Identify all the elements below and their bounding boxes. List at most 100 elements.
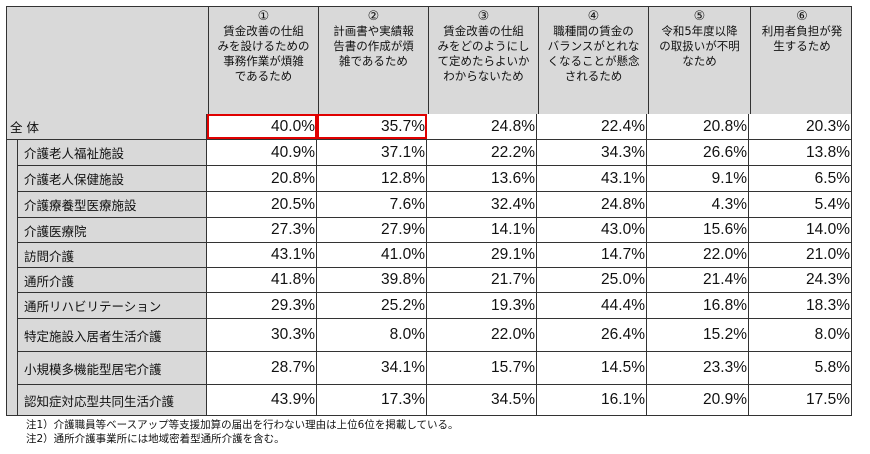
- cell-col-3: 13.6%: [427, 166, 537, 191]
- column-header-3: ③ 賃金改善の仕組 みをどのようにし て定めたらよいか わからないため: [428, 7, 538, 116]
- cell-col-2: 35.7%: [317, 114, 427, 139]
- cell-col-6: 6.5%: [749, 166, 852, 191]
- column-header-4: ④ 職種間の賃金の バランスがとれな くなることが懸念 されるため: [538, 7, 648, 116]
- cell-col-6: 20.3%: [749, 114, 852, 139]
- column-number: ③: [477, 9, 490, 24]
- cell-col-6: 24.3%: [749, 268, 852, 292]
- column-label-line: なため: [682, 54, 717, 68]
- column-label-line: 事務作業が煩雑: [223, 54, 304, 68]
- column-label-line: の取扱いが不明: [659, 39, 740, 53]
- table-row: 通所リハビリテーション 29.3% 25.2% 19.3% 44.4% 16.8% 18.3…: [6, 293, 852, 319]
- cell-col-2: 25.2%: [317, 293, 427, 318]
- cell-col-2: 27.9%: [317, 218, 427, 242]
- row-label: 介護老人福祉施設: [18, 140, 207, 165]
- cell-col-6: 13.8%: [749, 140, 852, 165]
- cell-col-4: 43.1%: [537, 166, 647, 191]
- cell-col-2: 12.8%: [317, 166, 427, 191]
- column-label-line: 計画書や実績報: [333, 24, 414, 38]
- subgroup-indent-bar: [6, 140, 18, 416]
- column-header-1: ① 賃金改善の仕組 みを設けるための 事務作業が煩雑 であるため: [208, 7, 318, 116]
- cell-col-1: 20.5%: [207, 192, 317, 217]
- column-label-line: て定めたらよいか: [437, 54, 530, 68]
- cell-col-5: 21.4%: [647, 268, 749, 292]
- cell-col-1: 41.8%: [207, 268, 317, 292]
- column-label-line: 賃金改善の仕組: [223, 24, 304, 38]
- cell-col-1: 28.7%: [207, 352, 317, 384]
- column-label-line: であるため: [234, 69, 293, 83]
- row-label: 通所リハビリテーション: [18, 293, 207, 318]
- column-label-line: バランスがとれな: [547, 39, 640, 53]
- cell-col-5: 22.0%: [647, 243, 749, 267]
- column-label-line: 告書の作成が煩: [333, 39, 414, 53]
- cell-col-2: 7.6%: [317, 192, 427, 217]
- cell-col-2: 37.1%: [317, 140, 427, 165]
- cell-col-6: 18.3%: [749, 293, 852, 318]
- cell-col-3: 32.4%: [427, 192, 537, 217]
- cell-col-1: 20.8%: [207, 166, 317, 191]
- row-label: 特定施設入居者生活介護: [18, 319, 207, 351]
- cell-col-3: 15.7%: [427, 352, 537, 384]
- cell-col-4: 34.3%: [537, 140, 647, 165]
- cell-col-4: 44.4%: [537, 293, 647, 318]
- cell-col-4: 22.4%: [537, 114, 647, 139]
- cell-col-4: 25.0%: [537, 268, 647, 292]
- table-row: 小規模多機能型居宅介護 28.7% 34.1% 15.7% 14.5% 23.3% 5.8%: [6, 352, 852, 385]
- row-label: 介護老人保健施設: [18, 166, 207, 191]
- cell-col-6: 14.0%: [749, 218, 852, 242]
- table-header: ① 賃金改善の仕組 みを設けるための 事務作業が煩雑 であるため ② 計画書や実績報 告書の作…: [6, 6, 853, 116]
- column-label-line: わからないため: [443, 69, 524, 83]
- column-label-line: みを設けるための: [217, 39, 310, 53]
- column-label-line: みをどのようにし: [437, 39, 530, 53]
- cell-col-4: 24.8%: [537, 192, 647, 217]
- cell-col-3: 29.1%: [427, 243, 537, 267]
- cell-col-5: 20.9%: [647, 385, 749, 415]
- cell-col-4: 14.7%: [537, 243, 647, 267]
- row-label: 介護医療院: [18, 218, 207, 242]
- cell-col-2: 34.1%: [317, 352, 427, 384]
- table-row-total: 全 体 40.0% 35.7% 24.8% 22.4% 20.8% 20.3%: [6, 114, 852, 140]
- column-header-2: ② 計画書や実績報 告書の作成が煩 雑であるため: [318, 7, 428, 116]
- column-label-line: 職種間の賃金の: [553, 24, 634, 38]
- row-label: 小規模多機能型居宅介護: [18, 352, 207, 384]
- column-label-line: 雑であるため: [339, 54, 408, 68]
- cell-col-1: 29.3%: [207, 293, 317, 318]
- cell-col-4: 43.0%: [537, 218, 647, 242]
- cell-col-3: 34.5%: [427, 385, 537, 415]
- table-row: 認知症対応型共同生活介護 43.9% 17.3% 34.5% 16.1% 20.9% 17.…: [6, 385, 852, 416]
- row-label: 訪問介護: [18, 243, 207, 267]
- row-label: 介護療養型医療施設: [18, 192, 207, 217]
- cell-col-2: 8.0%: [317, 319, 427, 351]
- column-label-line: されるため: [564, 69, 623, 83]
- table-row: 介護療養型医療施設 20.5% 7.6% 32.4% 24.8% 4.3% 5.4%: [6, 192, 852, 218]
- column-header-5: ⑤ 令和5年度以降 の取扱いが不明 なため: [648, 7, 750, 116]
- header-corner: [7, 7, 208, 116]
- cell-col-1: 43.1%: [207, 243, 317, 267]
- cell-col-1: 40.0%: [207, 114, 317, 139]
- cell-col-5: 15.2%: [647, 319, 749, 351]
- footnotes: 注1）介護職員等ベースアップ等支援加算の届出を行わない理由は上位6位を掲載してい…: [26, 418, 459, 446]
- footnote-2: 注2）通所介護事業所には地域密着型通所介護を含む。: [26, 433, 285, 445]
- column-label-line: くなることが懸念: [547, 54, 640, 68]
- column-header-6: ⑥ 利用者負担が発 生するため: [750, 7, 853, 116]
- cell-col-5: 15.6%: [647, 218, 749, 242]
- cell-col-1: 30.3%: [207, 319, 317, 351]
- cell-col-5: 4.3%: [647, 192, 749, 217]
- cell-col-2: 41.0%: [317, 243, 427, 267]
- cell-col-6: 5.4%: [749, 192, 852, 217]
- column-number: ④: [587, 9, 600, 24]
- row-label: 認知症対応型共同生活介護: [18, 385, 207, 415]
- cell-col-4: 14.5%: [537, 352, 647, 384]
- table-row: 特定施設入居者生活介護 30.3% 8.0% 22.0% 26.4% 15.2% 8.0%: [6, 319, 852, 352]
- column-label-line: 賃金改善の仕組: [443, 24, 524, 38]
- cell-col-3: 24.8%: [427, 114, 537, 139]
- cell-col-1: 40.9%: [207, 140, 317, 165]
- cell-col-5: 16.8%: [647, 293, 749, 318]
- cell-col-2: 39.8%: [317, 268, 427, 292]
- table-row: 介護老人福祉施設 40.9% 37.1% 22.2% 34.3% 26.6% 13.8%: [6, 140, 852, 166]
- row-label: 全 体: [6, 114, 207, 139]
- footnote-1: 注1）介護職員等ベースアップ等支援加算の届出を行わない理由は上位6位を掲載してい…: [26, 419, 459, 431]
- cell-col-4: 26.4%: [537, 319, 647, 351]
- cell-col-1: 27.3%: [207, 218, 317, 242]
- cell-col-5: 23.3%: [647, 352, 749, 384]
- cell-col-5: 20.8%: [647, 114, 749, 139]
